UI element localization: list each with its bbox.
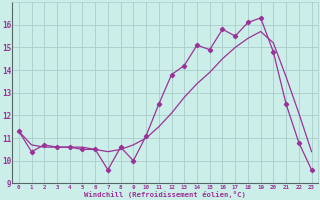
X-axis label: Windchill (Refroidissement éolien,°C): Windchill (Refroidissement éolien,°C) [84,191,246,198]
